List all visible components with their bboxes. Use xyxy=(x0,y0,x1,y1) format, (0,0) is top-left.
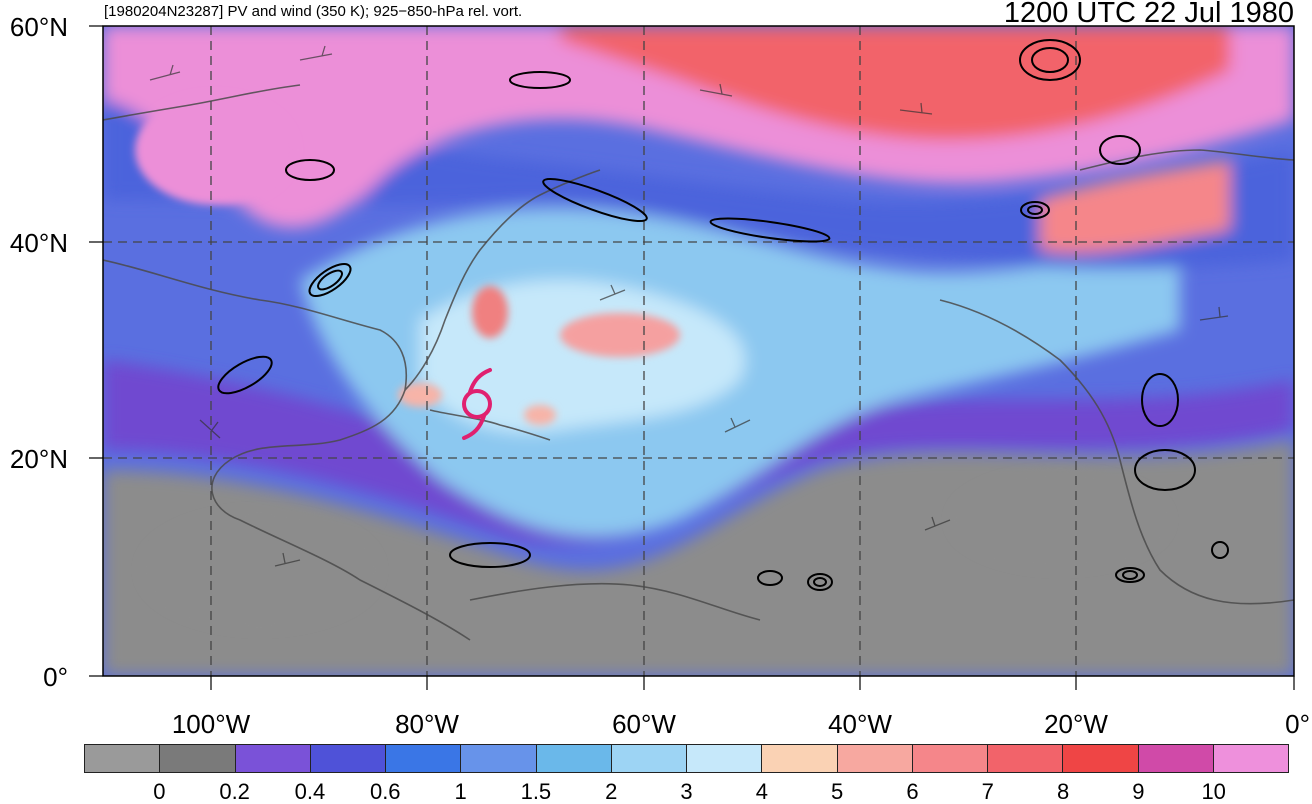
lon-label-20w: 20°W xyxy=(1044,709,1108,739)
colorbar-label: 9 xyxy=(1132,779,1145,804)
graticule xyxy=(103,26,1294,676)
plot-frame xyxy=(102,25,1295,677)
colorbar-swatch-2 xyxy=(235,745,311,772)
pv-mid-band xyxy=(103,360,1294,544)
colorbar-label: 1.5 xyxy=(520,779,552,804)
colorbar-swatch-12 xyxy=(988,745,1064,772)
pv-midlat-band xyxy=(103,90,1294,269)
pv-east-stream xyxy=(1040,160,1230,253)
vorticity-contours xyxy=(217,39,1229,591)
pv-colorbar xyxy=(84,744,1289,773)
colorbar-swatch-15 xyxy=(1213,745,1288,772)
lat-label-0: 0° xyxy=(43,662,68,692)
lat-label-20n: 20°N xyxy=(9,444,68,474)
tropical-cyclone-icon xyxy=(462,368,492,440)
pv-anomaly-bahamas xyxy=(398,383,442,407)
colorbar-swatch-4 xyxy=(386,745,462,772)
lon-label-40w: 40°W xyxy=(828,709,892,739)
colorbar-label: 0.4 xyxy=(294,779,326,804)
colorbar-label: 1 xyxy=(454,779,467,804)
colorbar-label: 3 xyxy=(680,779,693,804)
colorbar-swatch-8 xyxy=(687,745,763,772)
colorbar-label: 4 xyxy=(755,779,768,804)
pv-anomaly-cuba xyxy=(524,405,556,425)
colorbar-label: 0.6 xyxy=(369,779,401,804)
colorbar-swatch-0 xyxy=(85,745,161,772)
coastlines xyxy=(103,84,1294,641)
lon-label-80w: 80°W xyxy=(395,709,459,739)
colorbar-swatch-11 xyxy=(912,745,988,772)
colorbar-swatch-5 xyxy=(461,745,537,772)
colorbar-label: 10 xyxy=(1201,779,1226,804)
colorbar-swatch-13 xyxy=(1063,745,1139,772)
pv-anomaly-central xyxy=(560,313,680,357)
colorbar-swatch-3 xyxy=(310,745,386,772)
colorbar-swatch-1 xyxy=(160,745,236,772)
pv-very-high-region xyxy=(560,26,1230,140)
colorbar-swatch-6 xyxy=(536,745,612,772)
pv-pink-west xyxy=(135,95,295,205)
pv-gray-caribbean xyxy=(140,510,380,630)
colorbar-swatch-10 xyxy=(837,745,913,772)
colorbar-label: 6 xyxy=(906,779,919,804)
wind-barbs xyxy=(149,45,1229,567)
lat-label-40n: 40°N xyxy=(9,228,68,258)
colorbar-label: 2 xyxy=(605,779,618,804)
map-timestamp: 1200 UTC 22 Jul 1980 xyxy=(1003,0,1294,29)
lat-label-60n: 60°N xyxy=(9,12,68,42)
colorbar-label: 7 xyxy=(981,779,994,804)
lon-label-60w: 60°W xyxy=(612,709,676,739)
colorbar-swatch-7 xyxy=(611,745,687,772)
map-title: [1980204N23287] PV and wind (350 K); 925… xyxy=(104,3,523,20)
colorbar-label: 8 xyxy=(1056,779,1070,804)
colorbar-label: 5 xyxy=(831,779,844,804)
lon-label-0: 0° xyxy=(1285,709,1310,739)
colorbar-label: 0 xyxy=(153,779,166,804)
colorbar-swatch-9 xyxy=(762,745,838,772)
pv-anomaly-florida xyxy=(472,286,508,338)
colorbar-swatch-14 xyxy=(1138,745,1214,772)
pv-gray-sahara xyxy=(950,470,1170,570)
axis-ticks xyxy=(89,25,1295,690)
lon-label-100w: 100°W xyxy=(171,709,251,739)
colorbar-label: 0.2 xyxy=(219,779,250,804)
